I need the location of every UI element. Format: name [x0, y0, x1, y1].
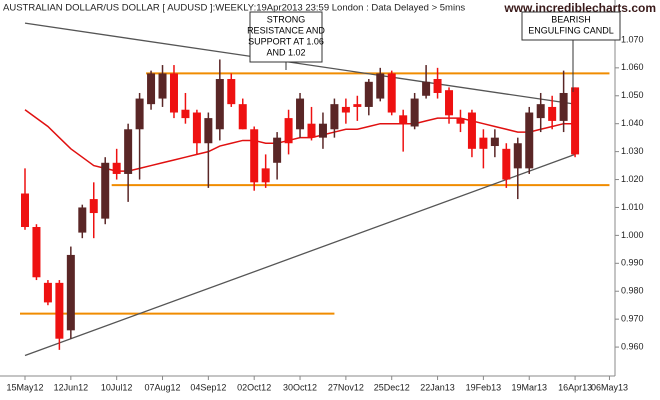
candle-body [261, 168, 270, 183]
candle-body [548, 106, 557, 121]
candle-body [227, 79, 236, 105]
annotation-text: STRONG [267, 14, 306, 24]
candle-body [318, 123, 327, 138]
candle-body [559, 92, 568, 121]
x-tick-label: 19Feb13 [466, 382, 502, 392]
trendline [24, 153, 576, 357]
candle-body [101, 162, 110, 219]
annotation-text: ENGULFING CANDL [528, 25, 614, 35]
candle-body [158, 73, 167, 99]
trendline [24, 22, 576, 105]
annotation-box [521, 11, 621, 41]
candle-body [66, 254, 75, 331]
x-tick-label: 22Jan13 [420, 382, 455, 392]
candle-body [250, 129, 259, 183]
x-tick-label: 30Oct12 [283, 382, 317, 392]
candle-body [490, 137, 499, 147]
candle-body [330, 104, 339, 130]
annotation-box [249, 11, 323, 63]
candle-body [341, 106, 350, 113]
candle-body [422, 81, 431, 96]
y-tick-label: 1.060 [621, 62, 644, 72]
x-tick-label: 19Mar13 [511, 382, 547, 392]
x-tick-label: 15May12 [6, 382, 43, 392]
candle-body [124, 129, 133, 174]
x-tick-label: 07Aug12 [144, 382, 180, 392]
x-tick-label: 04Sep12 [190, 382, 226, 392]
y-tick-label: 1.030 [621, 146, 644, 156]
candle-body [467, 112, 476, 149]
candle-body [21, 193, 29, 228]
y-tick-label: 0.970 [621, 314, 644, 324]
candle-body [192, 112, 201, 144]
chart-title: AUSTRALIAN DOLLAR/US DOLLAR [ AUDUSD ]:W… [3, 3, 465, 14]
candle-body [135, 98, 144, 130]
candle-body [296, 98, 305, 130]
annotation-text: AND 1.02 [266, 47, 305, 57]
candle-body [307, 123, 316, 138]
y-tick-label: 1.000 [621, 230, 644, 240]
y-tick-label: 1.020 [621, 174, 644, 184]
candle-body [32, 227, 41, 278]
candle-body [410, 98, 419, 127]
y-tick-label: 1.040 [621, 118, 644, 128]
candle-body [43, 282, 52, 303]
candle-body [433, 79, 442, 93]
candle-body [204, 118, 213, 144]
candle-body [479, 137, 488, 149]
candle-body [353, 104, 362, 107]
annotation-text: RESISTANCE AND [247, 25, 325, 35]
x-tick-label: 10Jul12 [101, 382, 133, 392]
candle-body [364, 81, 373, 107]
candle-body [78, 207, 87, 233]
y-tick-label: 1.010 [621, 202, 644, 212]
candle-body [112, 162, 121, 174]
candle-body [571, 87, 580, 155]
candle-body [147, 73, 156, 105]
annotation-text: SUPPORT AT 1.06 [248, 36, 324, 46]
annotation-text: BEARISH [551, 14, 591, 24]
candle-body [376, 73, 385, 99]
candle-body [387, 73, 396, 113]
x-tick-label: 27Nov12 [328, 382, 364, 392]
x-tick-label: 25Dec12 [374, 382, 410, 392]
y-tick-label: 0.990 [621, 258, 644, 268]
candle-body [502, 148, 511, 180]
candle-body [181, 109, 190, 119]
candle-body [238, 104, 247, 130]
candle-body [513, 143, 522, 169]
candle-body [273, 137, 282, 163]
candle-body [169, 73, 178, 113]
x-tick-label: 06May13 [591, 382, 628, 392]
candle-body [55, 282, 64, 339]
candle-body [89, 199, 98, 214]
y-tick-label: 0.980 [621, 286, 644, 296]
candle-body [284, 118, 293, 144]
x-tick-label: 16Apr13 [558, 382, 592, 392]
candle-body [536, 104, 545, 119]
candle-body [525, 112, 534, 169]
candle-body [399, 115, 408, 124]
y-tick-label: 0.960 [621, 341, 644, 351]
x-tick-label: 12Jun12 [54, 382, 89, 392]
candle-body [456, 118, 465, 124]
y-tick-label: 1.070 [621, 34, 644, 44]
x-tick-label: 02Oct12 [237, 382, 271, 392]
y-tick-label: 1.050 [621, 90, 644, 100]
candle-body [215, 79, 224, 130]
candle-body [445, 90, 454, 116]
